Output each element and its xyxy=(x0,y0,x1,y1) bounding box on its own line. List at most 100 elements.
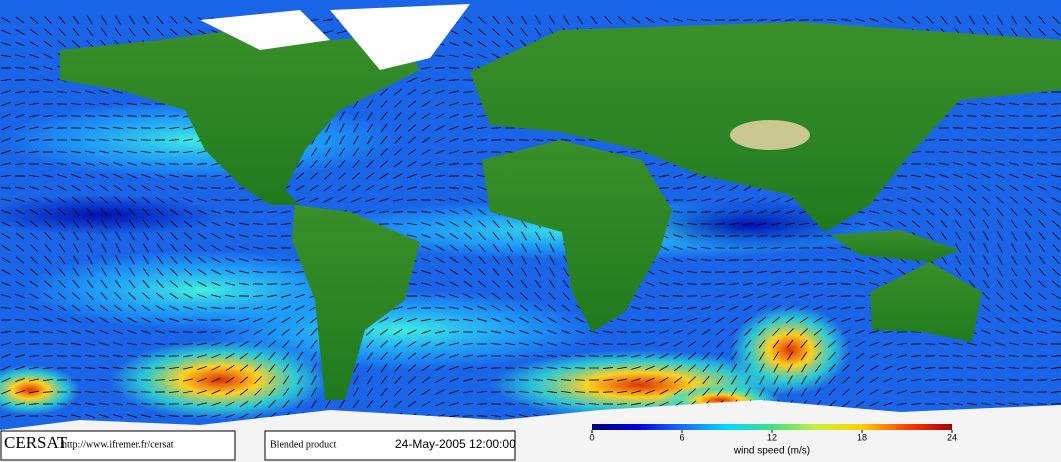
wind-arrow xyxy=(842,388,850,396)
wind-arrow xyxy=(505,330,515,334)
wind-arrow xyxy=(87,267,93,277)
wind-arrow xyxy=(491,40,501,48)
wind-arrow xyxy=(659,353,669,359)
wind-arrow xyxy=(15,306,25,310)
wind-arrow xyxy=(688,388,696,396)
wind-arrow xyxy=(449,342,459,346)
wind-arrow xyxy=(574,355,586,357)
wind-arrow xyxy=(142,231,150,241)
wind-arrow xyxy=(197,342,207,346)
wind-arrow xyxy=(869,269,879,275)
wind-arrow xyxy=(28,354,40,358)
wind-arrow xyxy=(142,219,150,229)
wind-arrow xyxy=(994,390,1006,394)
wind-arrow xyxy=(602,391,614,393)
wind-arrow xyxy=(841,258,851,262)
wind-arrow xyxy=(297,387,303,397)
wind-arrow xyxy=(855,318,865,322)
wind-arrow xyxy=(673,341,683,347)
wind-arrow xyxy=(827,306,837,310)
wind-arrow xyxy=(463,306,473,310)
wind-arrow xyxy=(1008,139,1020,141)
wind-arrow xyxy=(759,351,765,361)
wind-arrow xyxy=(645,294,655,298)
footer: CERSAT http://www.ifremer.fr/cersat Blen… xyxy=(0,424,952,461)
wind-arrow xyxy=(113,342,123,346)
wind-arrow xyxy=(1051,318,1061,322)
wind-arrow xyxy=(785,305,795,311)
wind-arrow xyxy=(743,282,753,286)
wind-arrow xyxy=(394,112,402,120)
wind-arrow xyxy=(1010,208,1018,216)
wind-arrow xyxy=(1050,103,1061,105)
wind-arrow xyxy=(631,390,641,394)
wind-arrow xyxy=(1009,317,1019,323)
wind-arrow xyxy=(394,352,402,360)
wind-arrow xyxy=(645,281,655,287)
wind-arrow xyxy=(57,162,67,166)
wind-arrow xyxy=(994,367,1006,369)
wind-arrow xyxy=(407,234,417,238)
wind-arrow xyxy=(911,208,921,216)
wind-arrow xyxy=(168,115,180,117)
wind-arrow xyxy=(855,282,865,286)
wind-arrow xyxy=(353,375,359,385)
wind-arrow xyxy=(785,282,795,286)
wind-arrow xyxy=(981,402,991,406)
wind-arrow xyxy=(196,331,208,333)
wind-arrow xyxy=(730,328,738,336)
wind-arrow xyxy=(113,354,123,358)
wind-arrow xyxy=(99,317,109,323)
wind-arrow xyxy=(339,123,345,133)
wind-arrow xyxy=(1038,243,1046,253)
wind-arrow xyxy=(43,197,53,203)
logo-box xyxy=(0,430,236,461)
wind-arrow xyxy=(57,414,67,418)
wind-arrow xyxy=(1,233,11,239)
wind-arrow xyxy=(687,258,697,262)
wind-arrow xyxy=(15,54,25,58)
wind-arrow xyxy=(687,234,697,238)
wind-arrow xyxy=(1037,317,1047,323)
wind-arrow xyxy=(1023,162,1033,166)
wind-arrow xyxy=(981,329,991,335)
wind-arrow xyxy=(1051,28,1061,36)
wind-arrow xyxy=(491,292,501,300)
wind-arrow xyxy=(798,19,810,21)
wind-arrow xyxy=(1009,329,1019,335)
wind-arrow xyxy=(729,185,739,191)
wind-arrow xyxy=(30,244,38,252)
wind-arrow xyxy=(15,342,25,346)
wind-arrow xyxy=(225,210,235,214)
wind-arrow xyxy=(197,390,207,394)
wind-arrow xyxy=(1037,208,1047,216)
wind-arrow xyxy=(197,402,207,406)
wind-arrow xyxy=(0,78,12,82)
wind-arrow xyxy=(519,414,529,418)
wind-arrow xyxy=(940,219,948,229)
wind-arrow xyxy=(658,319,670,321)
wind-arrow xyxy=(295,305,305,311)
wind-arrow xyxy=(463,293,473,299)
wind-arrow xyxy=(366,387,374,397)
wind-arrow xyxy=(420,295,432,297)
wind-arrow xyxy=(476,403,488,405)
wind-arrow xyxy=(520,27,528,37)
wind-arrow xyxy=(43,292,53,300)
wind-arrow xyxy=(435,341,445,347)
wind-arrow xyxy=(1008,379,1020,381)
wind-arrow xyxy=(1037,196,1047,204)
wind-arrow xyxy=(869,365,879,371)
wind-arrow xyxy=(366,399,374,409)
wind-arrow xyxy=(406,222,418,226)
wind-arrow xyxy=(982,27,990,37)
wind-arrow xyxy=(434,67,446,69)
wind-arrow xyxy=(476,126,488,130)
wind-arrow xyxy=(463,150,473,154)
wind-arrow xyxy=(505,304,515,312)
wind-arrow xyxy=(1052,243,1060,253)
wind-arrow xyxy=(70,150,82,154)
wind-arrow xyxy=(57,185,67,191)
wind-arrow xyxy=(995,329,1005,335)
wind-arrow xyxy=(267,306,277,310)
